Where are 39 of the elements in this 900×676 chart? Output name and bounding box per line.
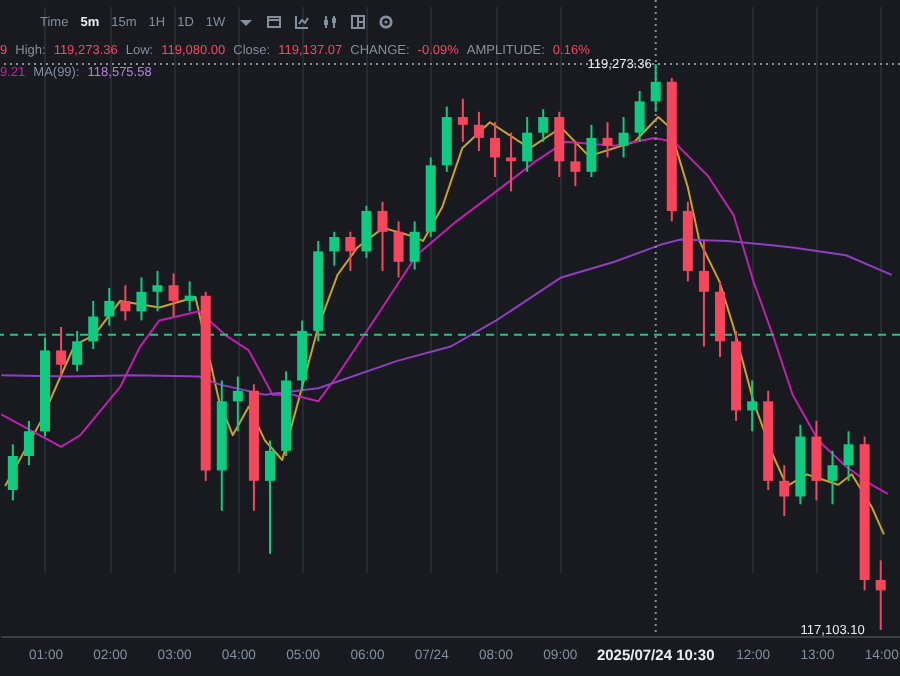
candlestick <box>473 110 484 152</box>
candlestick <box>554 110 565 179</box>
candlestick <box>409 220 420 271</box>
candlestick <box>152 269 163 313</box>
candlestick <box>650 63 661 113</box>
candlestick <box>265 439 275 555</box>
candlestick <box>377 200 388 272</box>
candlestick <box>184 280 195 313</box>
candlestick <box>698 239 709 348</box>
candlestick <box>618 116 629 159</box>
candlestick <box>104 286 115 327</box>
candlestick <box>120 284 131 322</box>
candlestick <box>634 89 645 143</box>
candlestick <box>811 419 822 502</box>
candlestick <box>168 272 179 318</box>
candlestick <box>232 375 243 433</box>
candlestick <box>345 230 356 272</box>
candlestick <box>522 116 533 173</box>
candlestick <box>361 204 372 259</box>
candlestick <box>88 299 99 351</box>
candlestick <box>779 464 790 518</box>
candlestick <box>570 140 581 188</box>
candlestick <box>136 276 147 322</box>
candlestick <box>393 220 404 279</box>
candlestick <box>747 379 758 433</box>
candlestick <box>843 430 854 482</box>
candlestick <box>72 329 83 373</box>
candlestick <box>506 131 517 193</box>
candlestick <box>827 449 838 506</box>
candlestick <box>875 559 886 631</box>
candlestick <box>7 443 18 502</box>
candlestick <box>602 121 613 159</box>
candlestick <box>586 123 597 179</box>
candlestick <box>23 419 34 467</box>
candlestick <box>329 230 340 267</box>
candlestick <box>538 108 549 143</box>
candlestick <box>457 97 468 143</box>
candlestick <box>490 121 500 179</box>
candlestick <box>56 325 67 378</box>
